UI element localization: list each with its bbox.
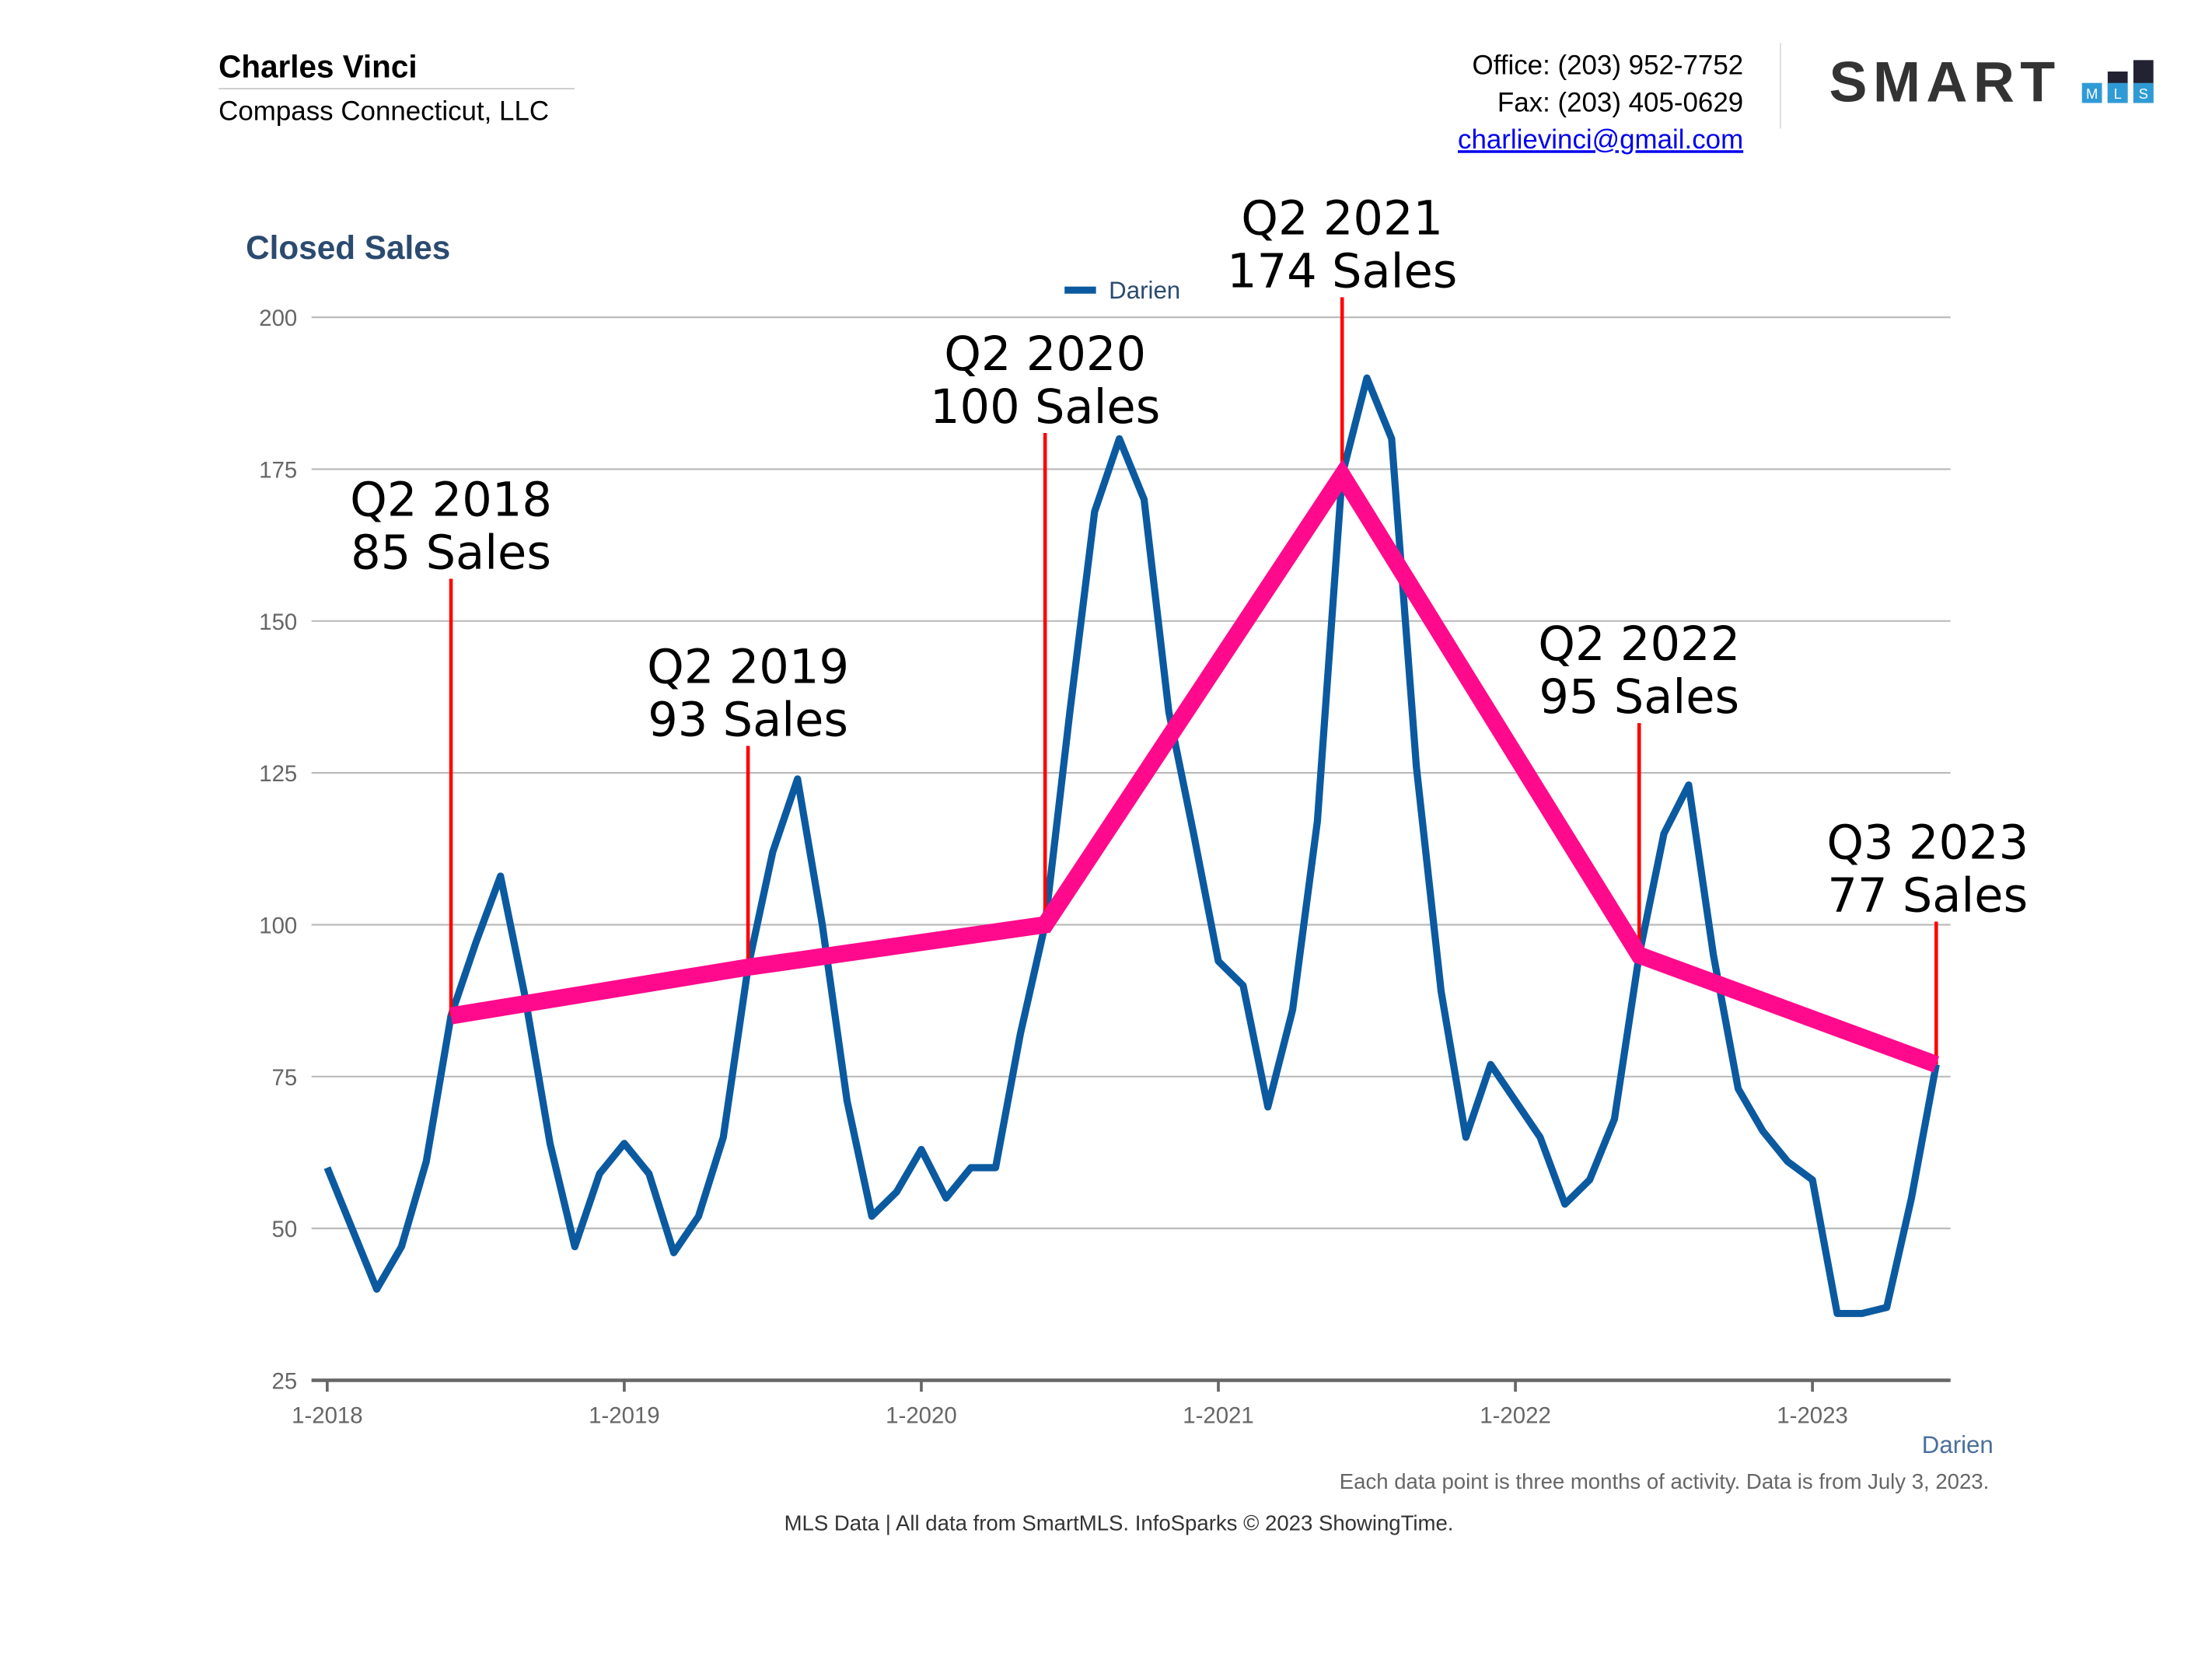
annotation-value: 77 Sales	[1827, 869, 2028, 924]
x-axis-label: Darien	[1922, 1431, 1994, 1458]
x-tick-label: 1-2020	[886, 1403, 957, 1429]
annotation-label: Q2 2021	[1241, 192, 1443, 246]
y-tick-label: 100	[259, 913, 297, 939]
trend-line	[449, 459, 1940, 1073]
annotation-value: 93 Sales	[648, 693, 848, 748]
annotation-label: Q2 2019	[647, 641, 849, 695]
office-phone: Office: (203) 952-7752	[1473, 51, 1744, 81]
annotation-label: Q3 2023	[1826, 816, 2029, 871]
annotation-label: Q2 2020	[944, 327, 1146, 382]
logo-letter: L	[2114, 86, 2122, 102]
agent-name: Charles Vinci	[218, 48, 417, 84]
chart-title: Closed Sales	[246, 229, 450, 266]
y-tick-label: 200	[259, 306, 297, 331]
logo-letter: M	[2086, 86, 2098, 102]
annotation-label: Q2 2018	[350, 473, 552, 528]
logo-box	[2133, 82, 2154, 103]
y-tick-label: 125	[259, 761, 297, 787]
fax: Fax: (203) 405-0629	[1497, 87, 1743, 117]
note: Each data point is three months of activ…	[1340, 1469, 1990, 1493]
logo: SMART	[1829, 50, 2060, 114]
y-tick-label: 25	[272, 1369, 298, 1395]
annotation-value: 100 Sales	[930, 380, 1160, 435]
y-tick-label: 50	[272, 1217, 298, 1242]
source: MLS Data | All data from SmartMLS. InfoS…	[785, 1511, 1454, 1535]
email-link[interactable]: charlievinci@gmail.com	[1458, 124, 1743, 155]
y-tick-label: 150	[259, 609, 297, 635]
x-tick-label: 1-2023	[1777, 1403, 1848, 1429]
annotation-label: Q2 2022	[1538, 617, 1740, 672]
y-tick-label: 75	[272, 1065, 298, 1091]
annotation-value: 95 Sales	[1539, 670, 1739, 725]
logo-box	[2107, 82, 2128, 103]
x-tick-label: 1-2021	[1183, 1403, 1254, 1429]
annotation-value: 174 Sales	[1227, 245, 1457, 299]
logo-letter: S	[2139, 86, 2148, 102]
legend-label: Darien	[1109, 277, 1180, 304]
x-tick-label: 1-2019	[589, 1403, 660, 1429]
x-tick-label: 1-2018	[292, 1403, 363, 1429]
y-tick-label: 175	[259, 457, 297, 483]
annotation-value: 85 Sales	[351, 526, 551, 581]
company: Compass Connecticut, LLC	[218, 96, 549, 127]
x-tick-label: 1-2022	[1480, 1403, 1551, 1429]
logo-box	[2081, 82, 2102, 103]
data-line	[323, 374, 1940, 1318]
